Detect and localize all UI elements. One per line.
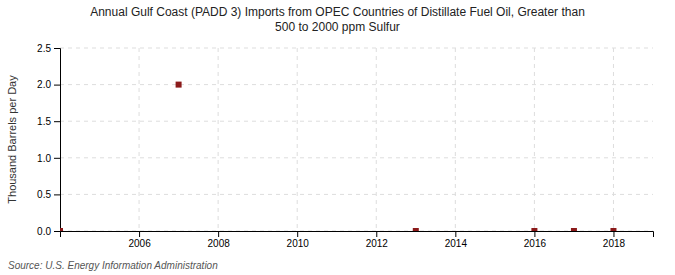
- x-tick: 2014: [445, 231, 468, 249]
- y-tick-label: 0.0: [37, 226, 51, 237]
- y-tick-mark: [54, 85, 60, 86]
- grid-line-y: [60, 84, 653, 85]
- y-tick: 2.0: [37, 79, 60, 90]
- grid-line-y: [60, 48, 653, 49]
- y-tick-label: 2.5: [37, 43, 51, 54]
- grid-line-x: [297, 48, 298, 231]
- x-tick-mark: [455, 231, 456, 237]
- y-tick: 1.0: [37, 153, 60, 164]
- x-tick: 2016: [524, 231, 547, 249]
- x-tick: 2010: [287, 231, 310, 249]
- y-tick: 2.5: [37, 43, 60, 54]
- grid-line-y: [60, 194, 653, 195]
- title-line: Annual Gulf Coast (PADD 3) Imports from …: [90, 5, 585, 19]
- y-tick-label: 1.5: [37, 116, 51, 127]
- x-tick-label: 2012: [366, 238, 389, 249]
- y-axis-line: [54, 49, 61, 232]
- point: [610, 228, 616, 231]
- grid-line-y: [60, 121, 653, 122]
- point: [571, 228, 577, 231]
- grid-line-x: [534, 48, 535, 231]
- grid-line-x: [613, 48, 614, 231]
- title-line: 500 to 2000 ppm Sulfur: [275, 20, 400, 34]
- point: [176, 82, 182, 88]
- title: Annual Gulf Coast (PADD 3) Imports from …: [90, 5, 585, 34]
- point: [413, 228, 419, 231]
- x-tick-mark: [297, 231, 298, 237]
- x-tick: 2006: [128, 231, 151, 249]
- grid-line-x: [139, 48, 140, 231]
- x-tick-label: 2016: [524, 238, 547, 249]
- x-tick-label: 2008: [208, 238, 231, 249]
- y-axis-title: Thousand Barrels per Day: [6, 75, 18, 204]
- x-tick-label: 2014: [445, 238, 468, 249]
- y-tick: 0.5: [37, 189, 60, 200]
- y-tick-label: 0.5: [37, 189, 51, 200]
- y-tick-label: 1.0: [37, 153, 51, 164]
- x-tick-label: 2006: [128, 238, 151, 249]
- x-tick: 2018: [603, 231, 626, 249]
- y-tick: 1.5: [37, 116, 60, 127]
- y-tick-mark: [54, 48, 60, 49]
- point: [60, 228, 63, 231]
- marks: [60, 82, 616, 231]
- x-tick-label: 2010: [287, 238, 310, 249]
- grid-line-x: [455, 48, 456, 231]
- x-axis-line: [61, 232, 654, 238]
- chart: Annual Gulf Coast (PADD 3) Imports from …: [0, 0, 675, 275]
- grid-line-x: [218, 48, 219, 231]
- y-tick-mark: [54, 121, 60, 122]
- x-tick: 2008: [208, 231, 231, 249]
- point: [531, 228, 537, 231]
- x-tick-mark: [139, 231, 140, 237]
- y-axis: 0.0 0.5 1.0 1.5 2.0 2.5: [37, 43, 60, 237]
- source: Source: U.S. Energy Information Administ…: [8, 260, 218, 271]
- grid-line-x: [376, 48, 377, 231]
- y-tick-label: 2.0: [37, 79, 51, 90]
- x-tick-mark: [534, 231, 535, 237]
- plot: 2006 2008 2010 2012 2014 2016 2018 0.0 0.5 1.0 1.5…: [37, 43, 653, 249]
- grid: [60, 48, 653, 231]
- grid-line-y: [60, 157, 653, 158]
- x-tick-mark: [218, 231, 219, 237]
- y-tick-mark: [54, 158, 60, 159]
- y-tick-mark: [54, 194, 60, 195]
- x-tick: 2012: [366, 231, 389, 249]
- x-tick-label: 2018: [603, 238, 626, 249]
- x-axis: 2006 2008 2010 2012 2014 2016 2018: [61, 231, 654, 249]
- x-tick-mark: [376, 231, 377, 237]
- y-tick-mark: [54, 231, 60, 232]
- x-tick-mark: [613, 231, 614, 237]
- y-tick: 0.0: [37, 226, 60, 237]
